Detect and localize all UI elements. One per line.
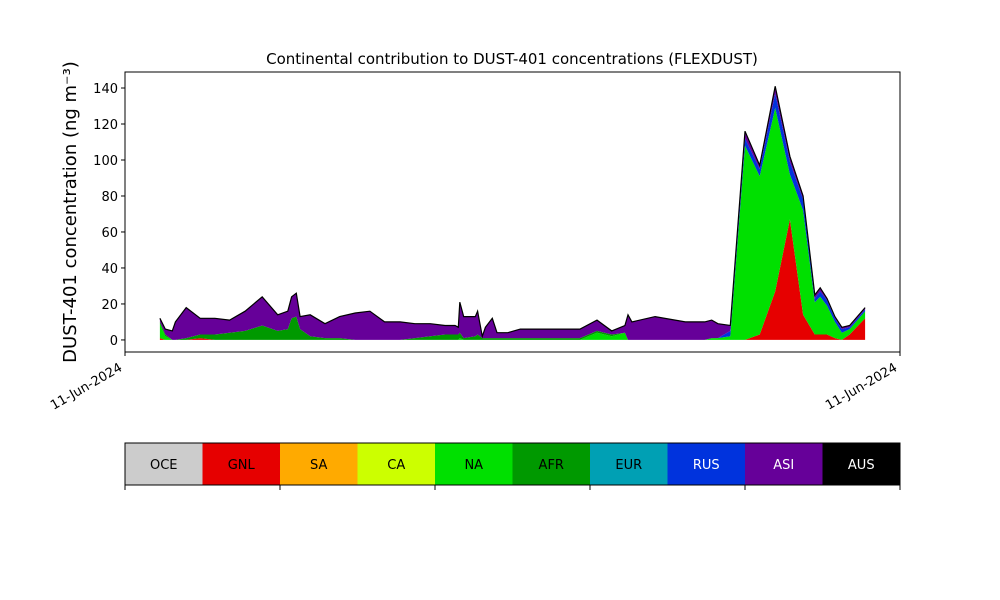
legend-label: OCE [150,458,178,473]
legend-label: RUS [693,458,720,473]
chart-title: Continental contribution to DUST-401 con… [266,50,758,68]
legend-label: CA [387,458,405,473]
legend-label: NA [464,458,483,473]
y-tick-label: 140 [93,82,118,97]
area [159,219,866,340]
legend-label: AUS [848,458,875,473]
x-tick-label: 11-Jun-2024 [823,360,900,413]
y-tick-label: 100 [93,154,118,169]
legend-swatch [125,443,203,485]
y-axis-label: DUST-401 concentration (ng m⁻³) [60,61,81,363]
y-tick-label: 20 [101,298,118,313]
legend-swatch [512,443,590,485]
y-tick-label: 120 [93,118,118,133]
legend-swatch [822,443,900,485]
legend-swatch [280,443,358,485]
area [159,86,866,339]
legend-swatch [667,443,745,485]
legend-swatch [590,443,668,485]
y-tick-label: 80 [101,190,118,205]
legend-frame [124,442,901,486]
legend-swatch [435,443,513,485]
x-tick-label: 11-Jun-2024 [48,360,125,413]
legend-swatch [745,443,823,485]
plot-frame [124,71,901,353]
legend-label: SA [310,458,327,473]
legend-label: ASI [773,458,794,473]
y-tick-label: 60 [101,226,118,241]
legend-label: EUR [615,458,642,473]
y-tick-label: 0 [110,334,118,349]
legend-swatch [202,443,280,485]
y-tick-label: 40 [101,262,118,277]
legend-swatch [357,443,435,485]
legend-label: AFR [539,458,564,473]
legend-label: GNL [228,458,256,473]
